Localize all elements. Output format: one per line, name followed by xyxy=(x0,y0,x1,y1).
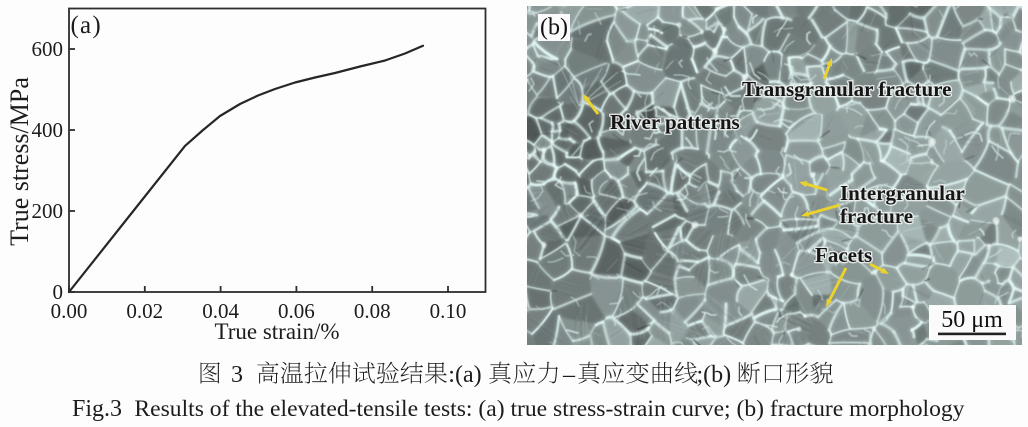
svg-text:fracture: fracture xyxy=(840,204,913,228)
svg-text:Facets: Facets xyxy=(815,243,872,267)
svg-text:True stress/MPa: True stress/MPa xyxy=(5,77,34,246)
svg-text:400: 400 xyxy=(32,118,64,142)
svg-text:(b): (b) xyxy=(540,15,568,41)
svg-text:fracture: fracture xyxy=(840,204,913,228)
svg-text:True strain/%: True strain/% xyxy=(214,319,339,344)
svg-text:Intergranular: Intergranular xyxy=(840,181,965,205)
svg-text:0.04: 0.04 xyxy=(202,299,239,323)
svg-text:Fig.3: Fig.3 xyxy=(72,396,122,422)
svg-text:0.06: 0.06 xyxy=(278,299,315,323)
svg-text:;(b): ;(b) xyxy=(697,362,732,388)
svg-text:–: – xyxy=(562,362,576,388)
svg-text:Facets: Facets xyxy=(815,243,872,267)
svg-text:Transgranular fracture: Transgranular fracture xyxy=(742,77,951,101)
svg-text:600: 600 xyxy=(32,37,64,61)
svg-text:0.02: 0.02 xyxy=(126,299,163,323)
svg-text:0.00: 0.00 xyxy=(51,299,88,323)
svg-text::(a): :(a) xyxy=(448,362,481,388)
svg-text:200: 200 xyxy=(32,199,64,223)
svg-text:0: 0 xyxy=(53,280,64,304)
svg-text:Results of the elevated-tensil: Results of the elevated-tensile tests: (… xyxy=(134,396,964,422)
svg-text:Intergranular: Intergranular xyxy=(840,181,965,205)
svg-text:River patterns: River patterns xyxy=(610,110,740,134)
svg-text:3: 3 xyxy=(231,362,243,388)
svg-text:Transgranular fracture: Transgranular fracture xyxy=(742,77,951,101)
svg-text:(a): (a) xyxy=(71,12,102,39)
svg-text:0.08: 0.08 xyxy=(354,299,391,323)
svg-text:River patterns: River patterns xyxy=(610,110,740,134)
svg-text:50 μm: 50 μm xyxy=(941,307,1003,333)
svg-text:0.10: 0.10 xyxy=(430,299,467,323)
